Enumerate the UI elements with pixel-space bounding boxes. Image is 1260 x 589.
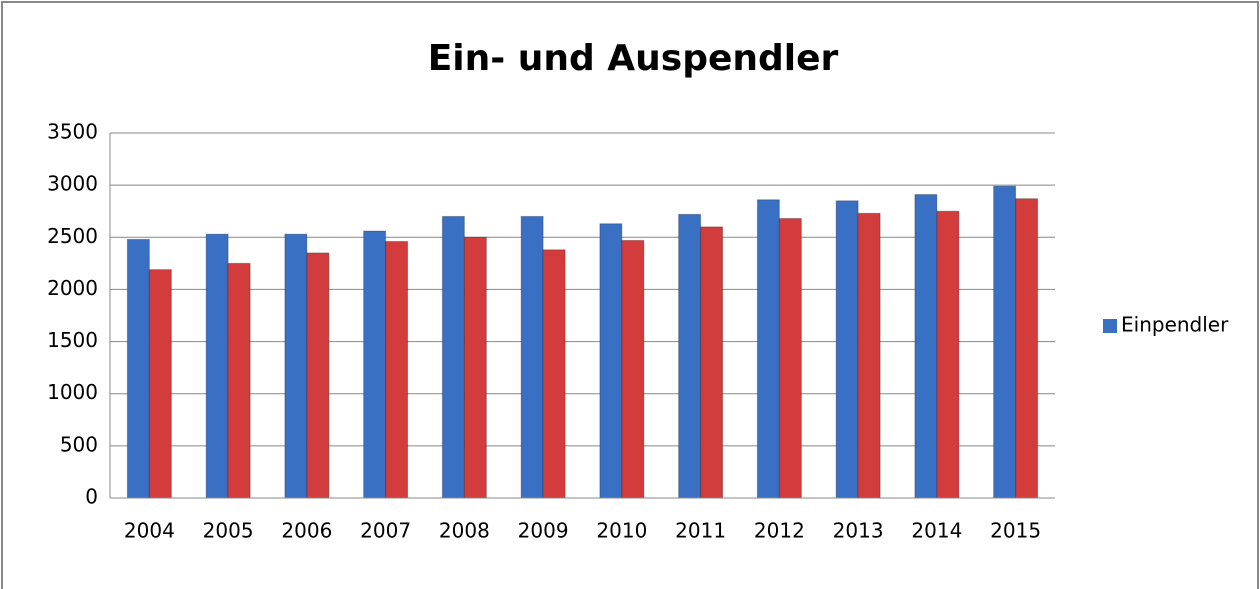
bar [363,230,387,499]
x-tick-label: 2008 [439,519,490,543]
y-tick-label: 500 [60,432,98,456]
bar [835,200,859,499]
bar [778,218,802,499]
x-tick-label: 2014 [911,519,962,543]
x-tick-label: 2013 [833,519,884,543]
bar [621,239,645,499]
y-tick-label: 1000 [47,380,98,404]
bar [700,226,724,499]
bar [227,262,251,499]
legend-swatch [1103,319,1117,333]
bar [148,269,172,499]
bar [520,215,544,499]
bar [914,194,938,499]
x-tick-label: 2009 [518,519,569,543]
bar [306,252,330,499]
bar [542,249,566,499]
x-tick-label: 2010 [596,519,647,543]
bar [463,236,487,499]
bar [385,240,409,499]
x-tick-label: 2012 [754,519,805,543]
y-tick-label: 2000 [47,276,98,300]
bar [993,185,1017,499]
y-tick-label: 1500 [47,328,98,352]
bar [441,215,465,499]
x-tick-label: 2011 [675,519,726,543]
x-tick-label: 2007 [360,519,411,543]
bar [1015,198,1039,499]
legend-label: Einpendler [1121,313,1229,337]
x-tick-label: 2006 [281,519,332,543]
y-tick-label: 3000 [47,172,98,196]
y-tick-label: 0 [85,485,98,509]
x-tick-label: 2004 [124,519,175,543]
bar [284,233,308,499]
bar [599,223,623,499]
bar [126,238,150,499]
x-tick-label: 2015 [990,519,1041,543]
bar [205,233,229,499]
bar [857,212,881,499]
bar [756,199,780,499]
x-tick-label: 2005 [203,519,254,543]
bar [936,210,960,499]
y-tick-label: 2500 [47,224,98,248]
bar [678,213,702,499]
y-tick-label: 3500 [47,120,98,144]
chart-title: Ein- und Auspendler [428,38,839,79]
